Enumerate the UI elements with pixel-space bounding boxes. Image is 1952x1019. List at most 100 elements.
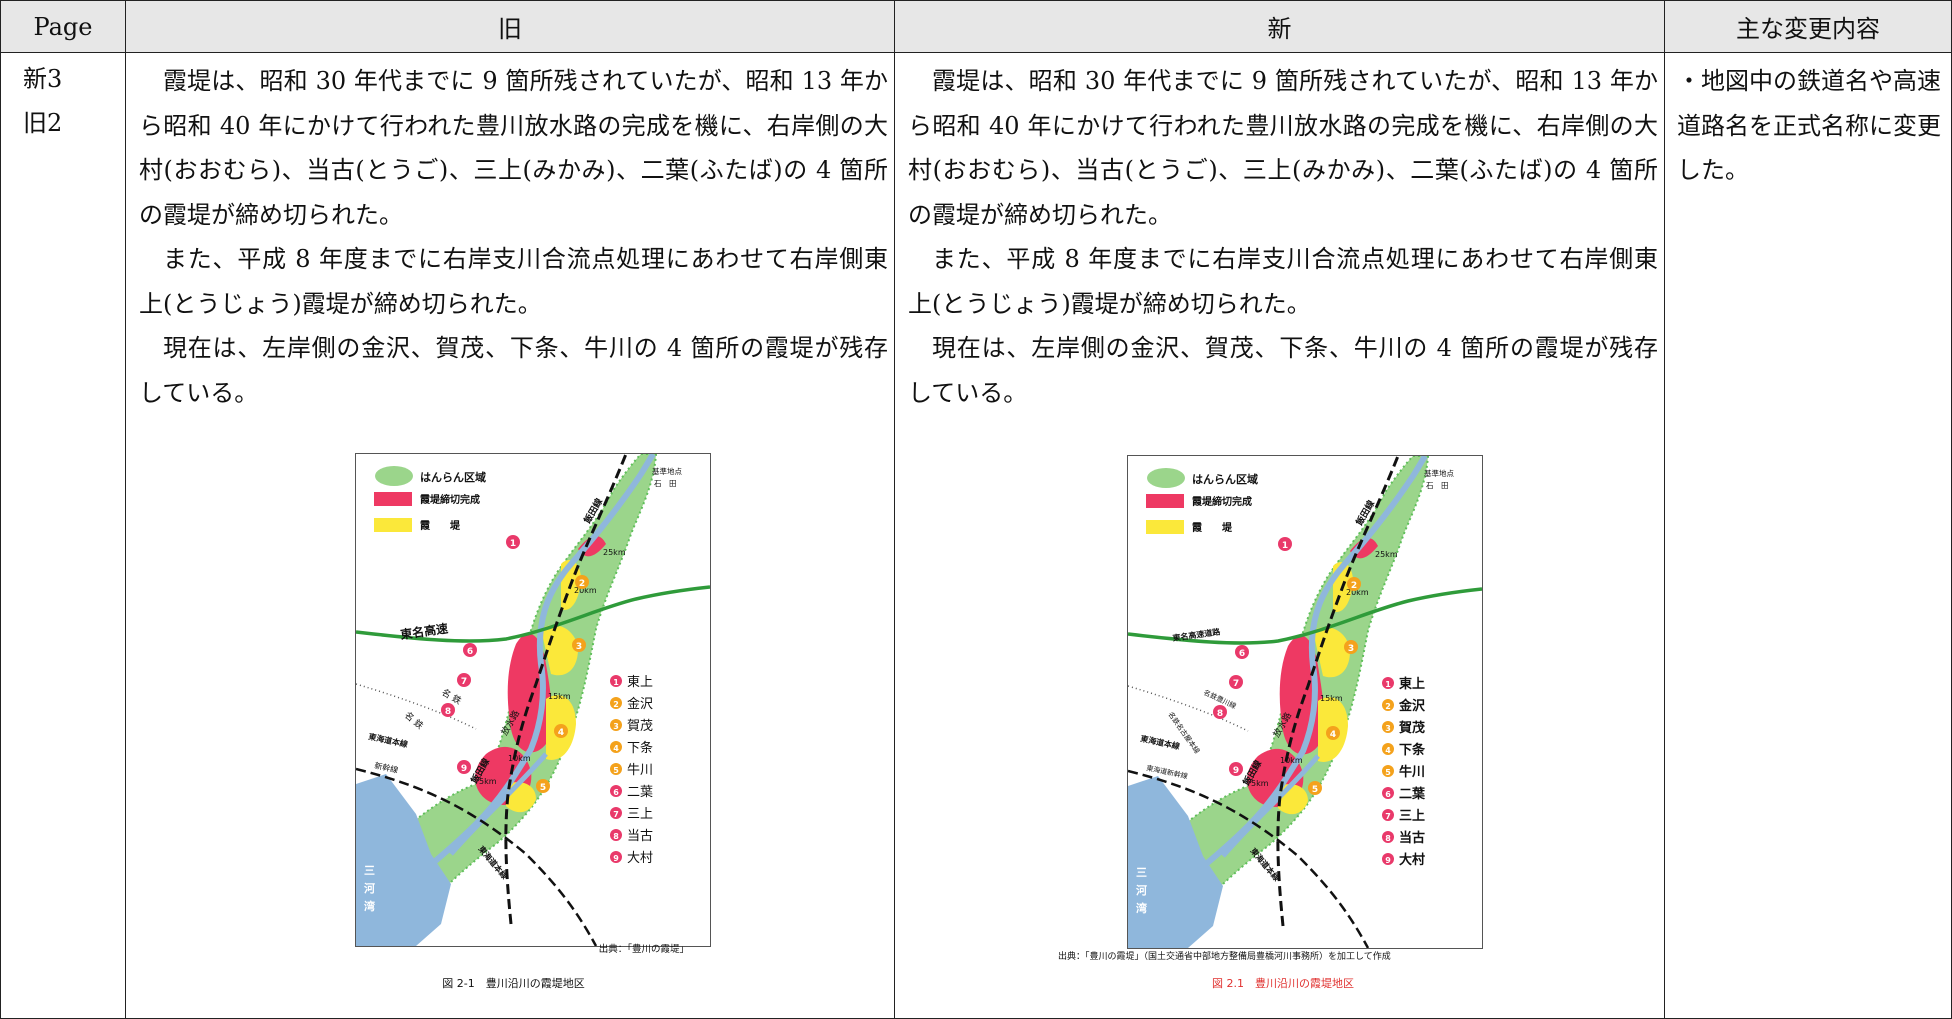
- site-number-badge: [457, 760, 471, 774]
- base-point-label-1: 基準地点: [652, 466, 682, 476]
- header-old: 旧: [125, 0, 895, 53]
- km-25-label: 25km: [1375, 550, 1398, 559]
- new-figure-caption: 図 2.1 豊川沿川の霞堤地区: [1212, 977, 1354, 990]
- site-name: 当古: [627, 829, 653, 844]
- site-legend: 1 東上 2 金沢 3 賀茂 4 下条 5 牛川 6 二葉 7 三上 8 当古 9 大村: [610, 674, 653, 866]
- km-15-label: 15km: [548, 692, 571, 701]
- meitetsu-label-2: 名 鉄: [402, 709, 426, 732]
- iida-line: [504, 454, 628, 925]
- legend-open-text: 霞 堤: [1192, 521, 1233, 534]
- new-paragraph-3: 現在は、左岸側の金沢、賀茂、下条、牛川の 4 箇所の霞堤が残存している。: [908, 334, 1658, 407]
- site-name: 下条: [627, 740, 653, 756]
- site-number: 4: [1330, 730, 1336, 740]
- legend-flood-text: はんらん区域: [420, 470, 486, 484]
- site-number: 4: [558, 728, 564, 738]
- legend-closed-swatch: [374, 492, 412, 506]
- svg-text:4: 4: [1385, 746, 1391, 755]
- site-number: 6: [1239, 649, 1245, 659]
- km-25-label: 25km: [603, 548, 626, 557]
- old-figure-caption: 図 2-1 豊川沿川の霞堤地区: [442, 977, 585, 990]
- meitetsu-label-1: 名 鉄: [440, 686, 464, 707]
- svg-text:3: 3: [1385, 724, 1391, 733]
- legend-open-swatch: [1146, 520, 1184, 534]
- svg-text:2: 2: [613, 700, 619, 709]
- shinkansen: [1128, 769, 1370, 948]
- svg-text:1: 1: [1385, 680, 1391, 689]
- svg-text:3: 3: [613, 722, 619, 731]
- site-number-badge: [1278, 537, 1292, 551]
- expressway: [356, 585, 710, 643]
- site-name: 東上: [1399, 676, 1425, 692]
- site-name: 三上: [1399, 809, 1425, 824]
- old-map-svg: はんらん区域 霞堤締切完成 霞 堤 基準地点 石 田 25km 20km 15k…: [356, 454, 710, 946]
- svg-text:2: 2: [1385, 702, 1391, 711]
- mikawa-bay: [1128, 776, 1223, 948]
- change-note: ・地図中の鉄道名や高速道路名を正式名称に変更した。: [1677, 67, 1941, 184]
- mikawa-bay: [356, 774, 451, 946]
- legend-flood-swatch: [375, 466, 413, 486]
- expressway: [1128, 587, 1482, 645]
- km-15-label: 15km: [1320, 694, 1343, 703]
- site-number: 5: [1312, 785, 1318, 795]
- site-name: 東上: [627, 674, 653, 690]
- shinkansen: [356, 767, 598, 946]
- header-row: Page 旧 新 主な変更内容: [0, 0, 1952, 53]
- svg-text:4: 4: [613, 744, 619, 753]
- km-20-label: 20km: [1346, 588, 1369, 597]
- site-number: 1: [1282, 541, 1288, 551]
- page-ref-old: 旧2: [23, 109, 63, 137]
- site-name: 牛川: [627, 763, 653, 778]
- shinkansen-label: 新幹線: [374, 760, 400, 775]
- site-number-badge: [1229, 762, 1243, 776]
- page-ref-new: 新3: [23, 65, 63, 93]
- svg-text:7: 7: [613, 810, 619, 819]
- expressway-label: 東名高速: [399, 620, 449, 642]
- new-map-svg: はんらん区域 霞堤締切完成 霞 堤 基準地点 石 田 25km 20km 15k…: [1128, 456, 1482, 948]
- svg-text:5: 5: [613, 766, 619, 775]
- site-name: 二葉: [1399, 786, 1426, 802]
- page-cell: 新3 旧2: [0, 52, 126, 1019]
- site-name: 二葉: [627, 785, 653, 800]
- site-number-badge: [1229, 675, 1243, 689]
- legend-closed-text: 霞堤締切完成: [420, 493, 480, 506]
- svg-text:6: 6: [1385, 790, 1391, 799]
- km-5-label: 5km: [1251, 779, 1269, 788]
- site-number: 7: [1233, 679, 1239, 689]
- site-number-badge: [1344, 640, 1358, 654]
- site-number-badge: [1235, 645, 1249, 659]
- iida-line: [1276, 456, 1400, 927]
- base-point-label-2: 石 田: [654, 479, 677, 488]
- site-name: 金沢: [627, 696, 653, 712]
- site-number: 9: [1233, 766, 1239, 776]
- site-number: 8: [445, 707, 451, 717]
- header-changes: 主な変更内容: [1664, 0, 1952, 53]
- site-number-badge: [1308, 781, 1322, 795]
- content-row: 新3 旧2 霞堤は、昭和 30 年代までに 9 箇所残されていたが、昭和 13 …: [0, 52, 1952, 1019]
- svg-text:6: 6: [613, 788, 619, 797]
- site-number-badge: [572, 638, 586, 652]
- map-site-numbers: 1 2 3 4 5 6 7 8 9: [441, 535, 589, 793]
- legend-flood-text: はんらん区域: [1192, 472, 1258, 486]
- site-number-badge: [1213, 705, 1227, 719]
- map-site-numbers: 1 2 3 4 5 6 7 8 9: [1213, 537, 1361, 795]
- site-number-badge: [441, 703, 455, 717]
- site-number: 1: [510, 539, 516, 549]
- site-number-badge: [1347, 577, 1361, 591]
- bay-label-2: 河: [1136, 883, 1147, 897]
- base-point-label-1: 基準地点: [1424, 468, 1454, 478]
- site-name: 大村: [627, 851, 653, 866]
- site-number: 5: [540, 783, 546, 793]
- bay-label-3: 湾: [364, 899, 375, 913]
- new-paragraph-2: また、平成 8 年度までに右岸支川合流点処理にあわせて右岸側東上(とうじょう)霞…: [908, 245, 1658, 318]
- svg-text:1: 1: [613, 678, 619, 687]
- old-paragraph-1: 霞堤は、昭和 30 年代までに 9 箇所残されていたが、昭和 13 年から昭和 …: [139, 67, 888, 229]
- site-number: 9: [461, 764, 467, 774]
- tokaido-line-label-2: 東海道本線: [1248, 846, 1281, 883]
- site-name: 大村: [1399, 852, 1425, 868]
- site-number: 7: [461, 677, 467, 687]
- legend-closed-text: 霞堤締切完成: [1192, 495, 1252, 508]
- old-figure: はんらん区域 霞堤締切完成 霞 堤 基準地点 石 田 25km 20km 15k…: [139, 415, 888, 990]
- bay-label-1: 三: [364, 864, 375, 877]
- site-number: 8: [1217, 709, 1223, 719]
